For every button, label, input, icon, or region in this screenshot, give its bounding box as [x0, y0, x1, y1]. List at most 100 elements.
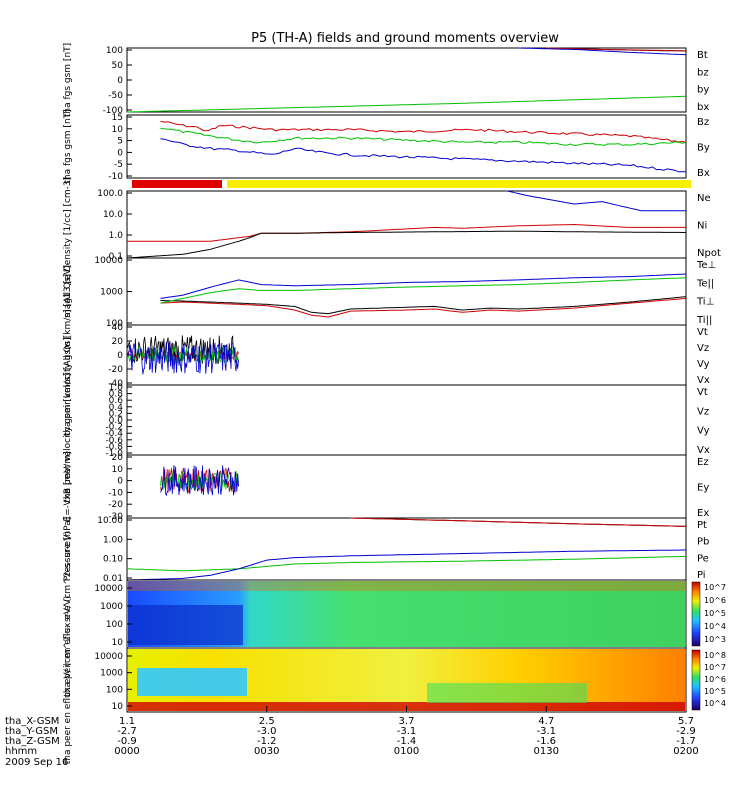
ephem-value: 3.7	[399, 716, 415, 727]
series-Vx	[126, 341, 239, 375]
y-tick-label: 1.00	[103, 535, 123, 545]
y-tick-label: -0.2	[105, 423, 123, 433]
y-tick-label: 10000	[94, 652, 123, 662]
panel-ylabel: tha fgs gsm [nT]	[63, 43, 73, 117]
ephem-value: -3.1	[397, 726, 417, 737]
y-tick-label: 100	[106, 319, 123, 329]
y-tick-label: 0.0	[109, 416, 124, 426]
series-Ti⊥	[160, 273, 687, 299]
ephem-row-label: tha_Z-GSM	[5, 736, 60, 747]
panel-frame	[126, 517, 687, 581]
ephem-value: -2.9	[676, 726, 696, 737]
y-tick-label: 0.8	[109, 390, 124, 400]
legend-entry: Pe	[697, 553, 709, 564]
y-tick-label: 10	[112, 702, 124, 712]
heatmap-band	[128, 581, 685, 591]
colorbar-tick-label: 10^5	[704, 687, 726, 696]
y-tick-label: 0	[117, 148, 123, 158]
heatmap-band	[427, 683, 587, 703]
y-tick-label: -10	[108, 488, 123, 498]
series-Pi	[126, 549, 686, 581]
ephem-value: 0000	[114, 746, 139, 757]
legend-entry: Vx	[697, 445, 710, 456]
y-tick-label: 0	[117, 477, 123, 487]
panel-fgs: tha fgs gsm [nT] 100 50 0 -50 -100 Bt bz by bx	[63, 43, 709, 117]
date-label: 2009 Sep 16	[5, 757, 68, 768]
y-tick-label: 1.0	[109, 231, 124, 241]
y-tick-label: 10	[112, 465, 124, 475]
colorbar-tick-label: 10^6	[704, 596, 726, 605]
y-tick-label: -0.6	[105, 436, 123, 446]
heatmap-band	[137, 668, 247, 696]
legend-entry: by	[697, 85, 709, 96]
legend-entry: Vz	[697, 343, 709, 354]
series-Pb	[350, 517, 687, 527]
y-tick-label: -5	[114, 160, 123, 170]
legend-entry: Ey	[697, 483, 709, 494]
ephem-value: -1.4	[397, 736, 417, 747]
series-Ne	[127, 223, 686, 242]
series-Vy	[126, 346, 239, 364]
y-tick-label: 10000	[94, 584, 123, 594]
y-tick-label: -30	[108, 512, 123, 522]
y-tick-label: -0.8	[105, 442, 123, 452]
legend-entry: Ez	[697, 457, 709, 468]
y-tick-label: 100	[106, 46, 123, 56]
panel-frame	[126, 47, 687, 113]
legend-entry: Pb	[697, 537, 709, 548]
y-tick-label: 0.10	[103, 555, 123, 565]
legend-entry: Npot	[697, 248, 721, 259]
y-tick-label: 40	[112, 323, 124, 333]
y-tick-label: 0	[117, 76, 123, 86]
series-Te⊥	[160, 297, 687, 318]
panels-group: tha fgs gsm [nT] 100500-50-100Btbzbybxtha…	[63, 43, 726, 764]
y-tick-label: -20	[108, 500, 123, 510]
ephem-value: -1.6	[536, 736, 556, 747]
panel-pressure: Pressure [nPa] 10.00 1.00 0.10 0.01 Pt Pb Pe Pi	[63, 516, 709, 584]
panel-frame	[126, 114, 687, 179]
status-bar-segment	[227, 180, 691, 188]
colorbar-tick-label: 10^6	[704, 675, 726, 684]
y-tick-label: 100	[106, 685, 123, 695]
ephem-value: 0130	[534, 746, 559, 757]
panel-ylabel: mag13 [eV]	[63, 265, 73, 318]
y-tick-label: 5	[117, 137, 123, 147]
ephem-row-label: hhmm	[5, 746, 37, 757]
legend-entry: Ne	[697, 193, 711, 204]
legend-entry: Vt	[697, 387, 708, 398]
y-tick-label: 20	[112, 453, 124, 463]
series-Npot	[506, 190, 686, 212]
colorbar-tick-label: 10^7	[704, 583, 726, 592]
y-tick-label: 0.4	[109, 403, 124, 413]
y-tick-label: 0.6	[109, 396, 124, 406]
ephem-value: 0200	[673, 746, 698, 757]
ephem-value: 0100	[394, 746, 419, 757]
y-tick-label: 1000	[100, 669, 123, 679]
panel-ylabel: tha peer en eflux eV/ (cm^2-s- sr-eV)	[63, 596, 73, 765]
legend-entry: Vt	[697, 327, 708, 338]
panel-ylabel: E=-VxB [mV/m]	[63, 451, 73, 521]
legend-entry: Pt	[697, 520, 707, 531]
y-tick-label: 1.0	[109, 383, 124, 393]
ephem-value: 1.1	[119, 716, 135, 727]
series-Pe	[126, 555, 687, 572]
y-tick-label: 15	[112, 113, 123, 123]
colorbar-tick-label: 10^4	[704, 699, 726, 708]
ephem-row-label: tha_Y-GSM	[5, 726, 58, 737]
y-tick-label: 10	[112, 125, 124, 135]
legend-entry: By	[697, 143, 710, 154]
heatmap-band	[128, 605, 243, 645]
colorbar-tick-label: 10^3	[704, 635, 726, 644]
ephemeris-table: tha_X-GSM 1.1 2.5 3.7 4.7 5.7 tha_Y-GSM -2.7 -3.…	[5, 716, 699, 757]
y-tick-label: 10	[112, 638, 124, 648]
panel-peir_en: tha peir en eflux eV/ (cm^2-s- sr-eV) 10^…	[63, 531, 726, 697]
legend-entry: Ti||	[696, 315, 712, 326]
y-tick-label: 1000	[100, 602, 123, 612]
panel-fgs2: tha fgs gsm [nT] 15 10 50 -5 -10 Bz By Bx	[63, 109, 710, 183]
panel-ylabel: Density [1/cc] [cm-3]	[63, 177, 73, 272]
legend-entry: Ex	[697, 508, 709, 519]
panel-peer: tha peer velocity gsm [km/s] [All Qs] 1.0…	[63, 337, 710, 502]
y-tick-label: -1.0	[105, 449, 123, 459]
panel-peir: tha peir velocity gsm [km/s] [All Qs] 40 2…	[63, 274, 710, 436]
colorbar-tick-label: 10^8	[704, 651, 726, 660]
